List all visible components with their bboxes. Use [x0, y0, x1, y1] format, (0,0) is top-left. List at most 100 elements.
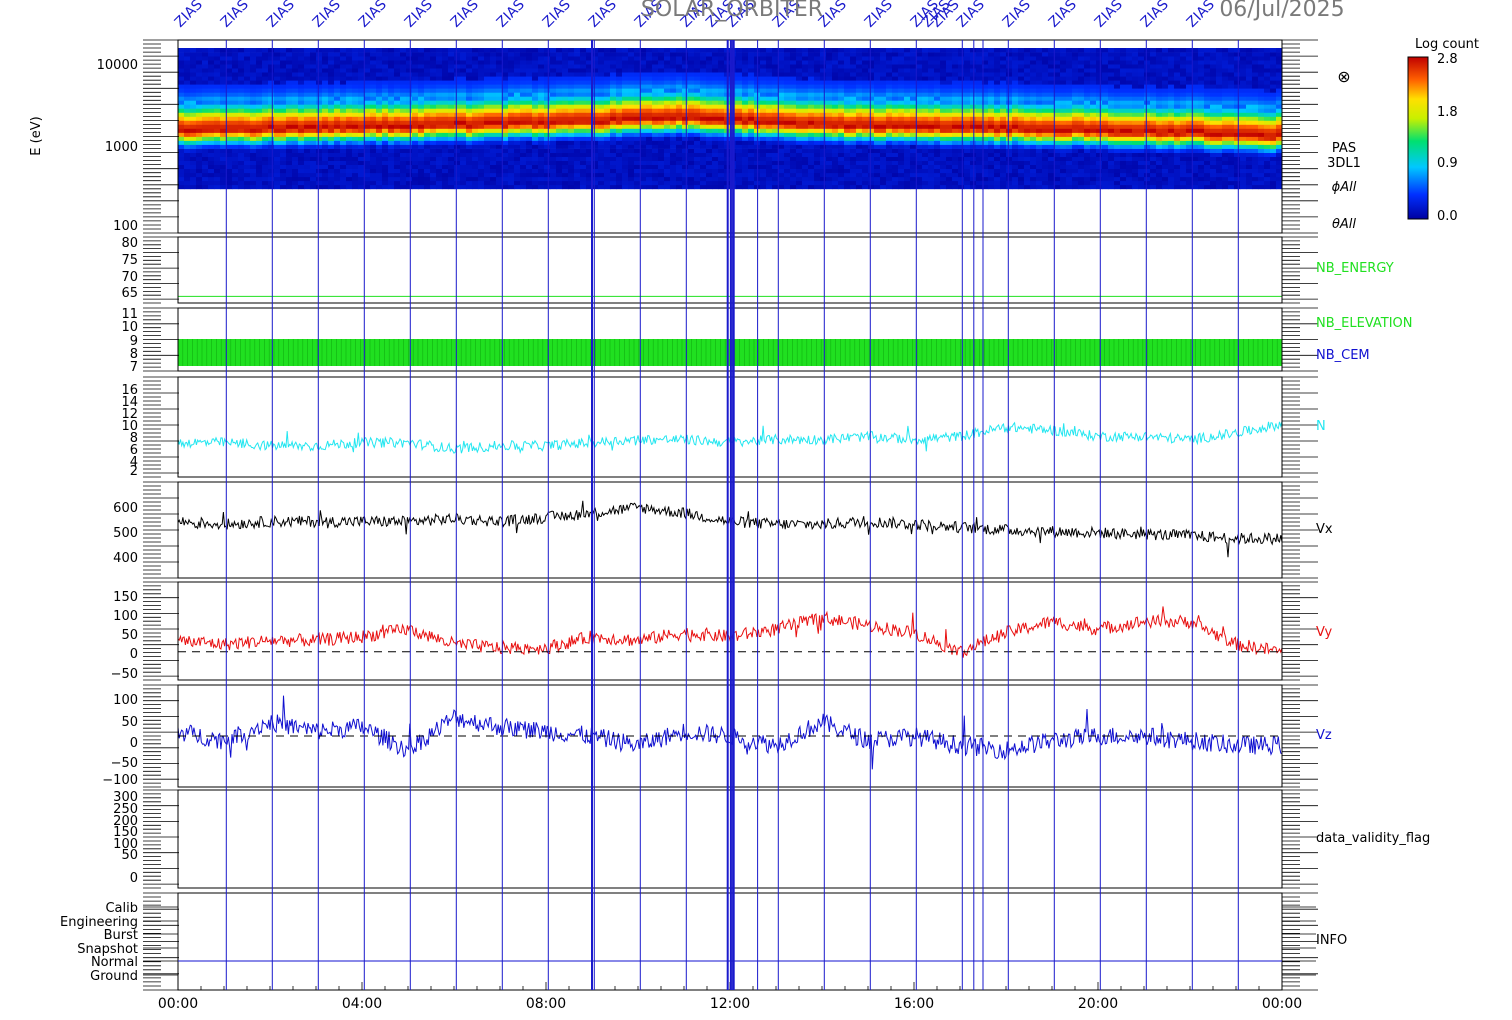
spectrogram-cell: [886, 180, 893, 186]
spectrogram-cell: [340, 176, 347, 182]
spectrogram-cell: [856, 56, 863, 61]
spectrogram-cell: [868, 80, 875, 85]
spectrogram-cell: [316, 172, 323, 178]
spectrogram-cell: [316, 120, 323, 125]
spectrogram-cell: [976, 140, 983, 145]
spectrogram-cell: [832, 152, 839, 157]
spectrogram-cell: [778, 84, 785, 89]
spectrogram-cell: [478, 160, 485, 165]
spectrogram-cell: [262, 168, 269, 174]
spectrogram-cell: [304, 108, 311, 113]
spectrogram-cell: [910, 76, 917, 81]
spectrogram-cell: [322, 156, 329, 161]
spectrogram-cell: [568, 52, 575, 57]
spectrogram-cell: [262, 52, 269, 57]
spectrogram-cell: [244, 120, 251, 125]
spectrogram-cell: [1006, 104, 1013, 109]
spectrogram-cell: [316, 100, 323, 105]
spectrogram-cell: [424, 124, 431, 129]
spectrogram-cell: [190, 172, 197, 178]
spectrogram-cell: [436, 128, 443, 133]
spectrogram-cell: [832, 132, 839, 137]
spectrogram-cell: [370, 96, 377, 101]
spectrogram-cell: [718, 156, 725, 161]
spectrogram-cell: [190, 64, 197, 69]
spectrogram-cell: [232, 136, 239, 141]
spectrogram-cell: [994, 152, 1001, 157]
spectrogram-cell: [364, 116, 371, 121]
spectrogram-cell: [622, 116, 629, 121]
spectrogram-cell: [610, 128, 617, 133]
spectrogram-cell: [700, 148, 707, 153]
spectrogram-cell: [340, 100, 347, 105]
spectrogram-cell: [994, 92, 1001, 97]
spectrogram-cell: [634, 124, 641, 129]
spectrogram-cell: [268, 120, 275, 125]
spectrogram-cell: [322, 120, 329, 125]
spectrogram-cell: [346, 104, 353, 109]
spectrogram-cell: [436, 48, 443, 53]
spectrogram-cell: [514, 64, 521, 69]
spectrogram-cell: [640, 140, 647, 145]
spectrogram-cell: [262, 132, 269, 137]
spectrogram-cell: [382, 128, 389, 133]
spectrogram-cell: [280, 148, 287, 153]
spectrogram-cell: [760, 76, 767, 81]
spectrogram-cell: [832, 88, 839, 93]
spectrogram-cell: [220, 84, 227, 89]
spectrogram-cell: [832, 120, 839, 125]
spectrogram-cell: [976, 184, 983, 190]
spectrogram-cell: [244, 68, 251, 73]
spectrogram-cell: [760, 140, 767, 145]
spectrogram-cell: [448, 52, 455, 57]
spectrogram-cell: [820, 132, 827, 137]
spectrogram-cell: [880, 84, 887, 89]
spectrogram-cell: [1024, 68, 1031, 73]
spectrogram-cell: [946, 96, 953, 101]
spectrogram-cell: [1018, 80, 1025, 85]
spectrogram-cell: [436, 124, 443, 129]
spectrogram-cell: [514, 80, 521, 85]
spectrogram-cell: [766, 124, 773, 129]
spectrogram-cell: [502, 64, 509, 69]
spectrogram-cell: [586, 76, 593, 81]
spectrogram-cell: [778, 116, 785, 121]
spectrogram-cell: [406, 116, 413, 121]
spectrogram-cell: [616, 132, 623, 137]
spectrogram-cell: [322, 76, 329, 81]
spectrogram-cell: [928, 164, 935, 169]
spectrogram-cell: [814, 84, 821, 89]
spectrogram-cell: [394, 144, 401, 149]
spectrogram-cell: [880, 124, 887, 129]
spectrogram-cell: [502, 72, 509, 77]
spectrogram-cell: [508, 52, 515, 57]
spectrogram-cell: [520, 72, 527, 77]
spectrogram-cell: [934, 116, 941, 121]
spectrogram-cell: [964, 164, 971, 169]
spectrogram-cell: [706, 80, 713, 85]
spectrogram-cell: [424, 104, 431, 109]
spectrogram-cell: [244, 184, 251, 190]
spectrogram-cell: [748, 112, 755, 117]
spectrogram-cell: [610, 144, 617, 149]
spectrogram-cell: [532, 112, 539, 117]
spectrogram-cell: [958, 172, 965, 178]
spectrogram-cell: [850, 148, 857, 153]
spectrogram-cell: [466, 108, 473, 113]
spectrogram-cell: [364, 112, 371, 117]
spectrogram-cell: [292, 104, 299, 109]
spectrogram-cell: [676, 164, 683, 169]
spectrogram-cell: [286, 108, 293, 113]
spectrogram-cell: [664, 92, 671, 97]
spectrogram-cell: [472, 148, 479, 153]
spectrogram-cell: [826, 84, 833, 89]
spectrogram-cell: [958, 76, 965, 81]
spectrogram-cell: [982, 136, 989, 141]
spectrogram-cell: [322, 116, 329, 121]
spectrogram-cell: [574, 48, 581, 53]
spectrogram-cell: [742, 128, 749, 133]
spectrogram-cell: [184, 108, 191, 113]
spectrogram-cell: [646, 136, 653, 141]
spectrogram-cell: [802, 168, 809, 174]
spectrogram-cell: [364, 56, 371, 61]
